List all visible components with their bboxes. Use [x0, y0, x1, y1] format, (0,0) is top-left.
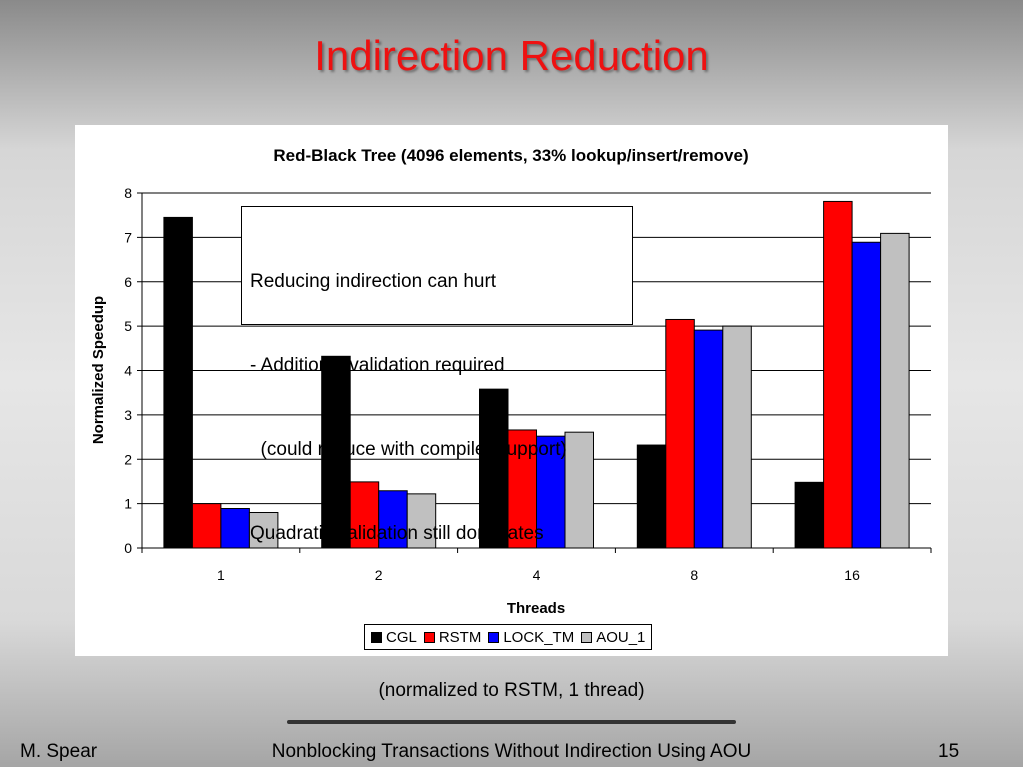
x-tick-label: 16	[844, 567, 860, 583]
x-tick-label: 1	[217, 567, 225, 583]
bar-lock-tm-1	[220, 508, 250, 549]
x-tick-label: 4	[533, 567, 541, 583]
bar-rstm-2	[349, 481, 380, 549]
bar-lock-tm-8	[693, 329, 724, 549]
legend-swatch	[371, 631, 382, 643]
axes: 0 1 2 3 4 5 6 7 8 1 2 4 8 16	[124, 185, 932, 583]
bar-lock-tm-2	[378, 490, 408, 549]
callout-line: - Additional validation required	[250, 355, 505, 376]
legend-label: AOU_1	[596, 628, 646, 646]
bar-cgl-16	[794, 481, 825, 549]
x-tick-label: 8	[690, 567, 698, 583]
page-number: 15	[938, 741, 960, 762]
legend-swatch	[488, 631, 500, 643]
y-tick-label: 8	[124, 185, 132, 201]
y-axis-label: Normalized Speedup	[90, 296, 107, 444]
bar-aou-1-8	[722, 325, 752, 549]
legend-swatch	[423, 631, 435, 643]
chart-panel: 0 1 2 3 4 5 6 7 8 1 2 4 8 16 Red-Black Tree (4096 ele…	[75, 125, 948, 656]
footer-author: M. Spear	[20, 741, 98, 762]
bar-aou-1-16	[880, 232, 910, 549]
y-tick-label: 2	[124, 451, 132, 467]
bar-lock-tm-16	[851, 241, 882, 549]
chart-legend: CGL RSTM LOCK_TM AOU_1	[364, 624, 653, 650]
bar-cgl-1	[163, 216, 193, 549]
bars	[163, 200, 910, 549]
bar-rstm-1	[191, 503, 222, 549]
callout-line: Quadratic validation still dominates	[250, 523, 544, 544]
y-tick-label: 5	[124, 318, 132, 334]
bar-aou-1-1	[248, 512, 279, 549]
bar-rstm-8	[665, 318, 695, 549]
y-tick-label: 3	[124, 407, 132, 423]
legend-item-rstm: RSTM	[423, 628, 482, 646]
bar-rstm-16	[823, 200, 853, 549]
footer-divider	[287, 720, 736, 724]
legend-item-cgl: CGL	[371, 629, 417, 646]
y-tick-label: 0	[124, 540, 132, 556]
x-tick-label: 2	[375, 567, 383, 583]
callout-line: (could reduce with compiler support)	[250, 439, 567, 460]
bar-lock-tm-4	[536, 435, 566, 549]
y-tick-label: 6	[124, 274, 132, 290]
bar-chart: 0 1 2 3 4 5 6 7 8 1 2 4 8 16 Red-Black Tree (4096 ele…	[90, 146, 932, 617]
y-tick-label: 1	[124, 496, 132, 512]
bar-aou-1-2	[406, 493, 437, 549]
legend-label: LOCK_TM	[503, 628, 575, 646]
annotation-callout: Reducing indirection can hurt - Addition…	[241, 206, 633, 544]
x-axis-label: Threads	[507, 600, 565, 617]
legend-label: RSTM	[438, 628, 482, 646]
legend-item-lock-tm: LOCK_TM	[488, 629, 574, 646]
y-tick-label: 7	[124, 229, 132, 245]
chart-title: Red-Black Tree (4096 elements, 33% looku…	[273, 146, 748, 165]
callout-line: Reducing indirection can hurt	[250, 271, 497, 292]
legend-item-aou-1: AOU_1	[581, 629, 645, 646]
bar-cgl-2	[321, 355, 351, 549]
normalization-note: (normalized to RSTM, 1 thread)	[378, 680, 645, 701]
y-tick-label: 4	[124, 363, 132, 379]
bar-cgl-8	[636, 444, 667, 549]
footer-title: Nonblocking Transactions Without Indirec…	[271, 741, 752, 762]
legend-label: CGL	[386, 628, 417, 646]
slide-title: Indirection Reduction	[314, 32, 709, 79]
legend-swatch	[581, 631, 593, 643]
